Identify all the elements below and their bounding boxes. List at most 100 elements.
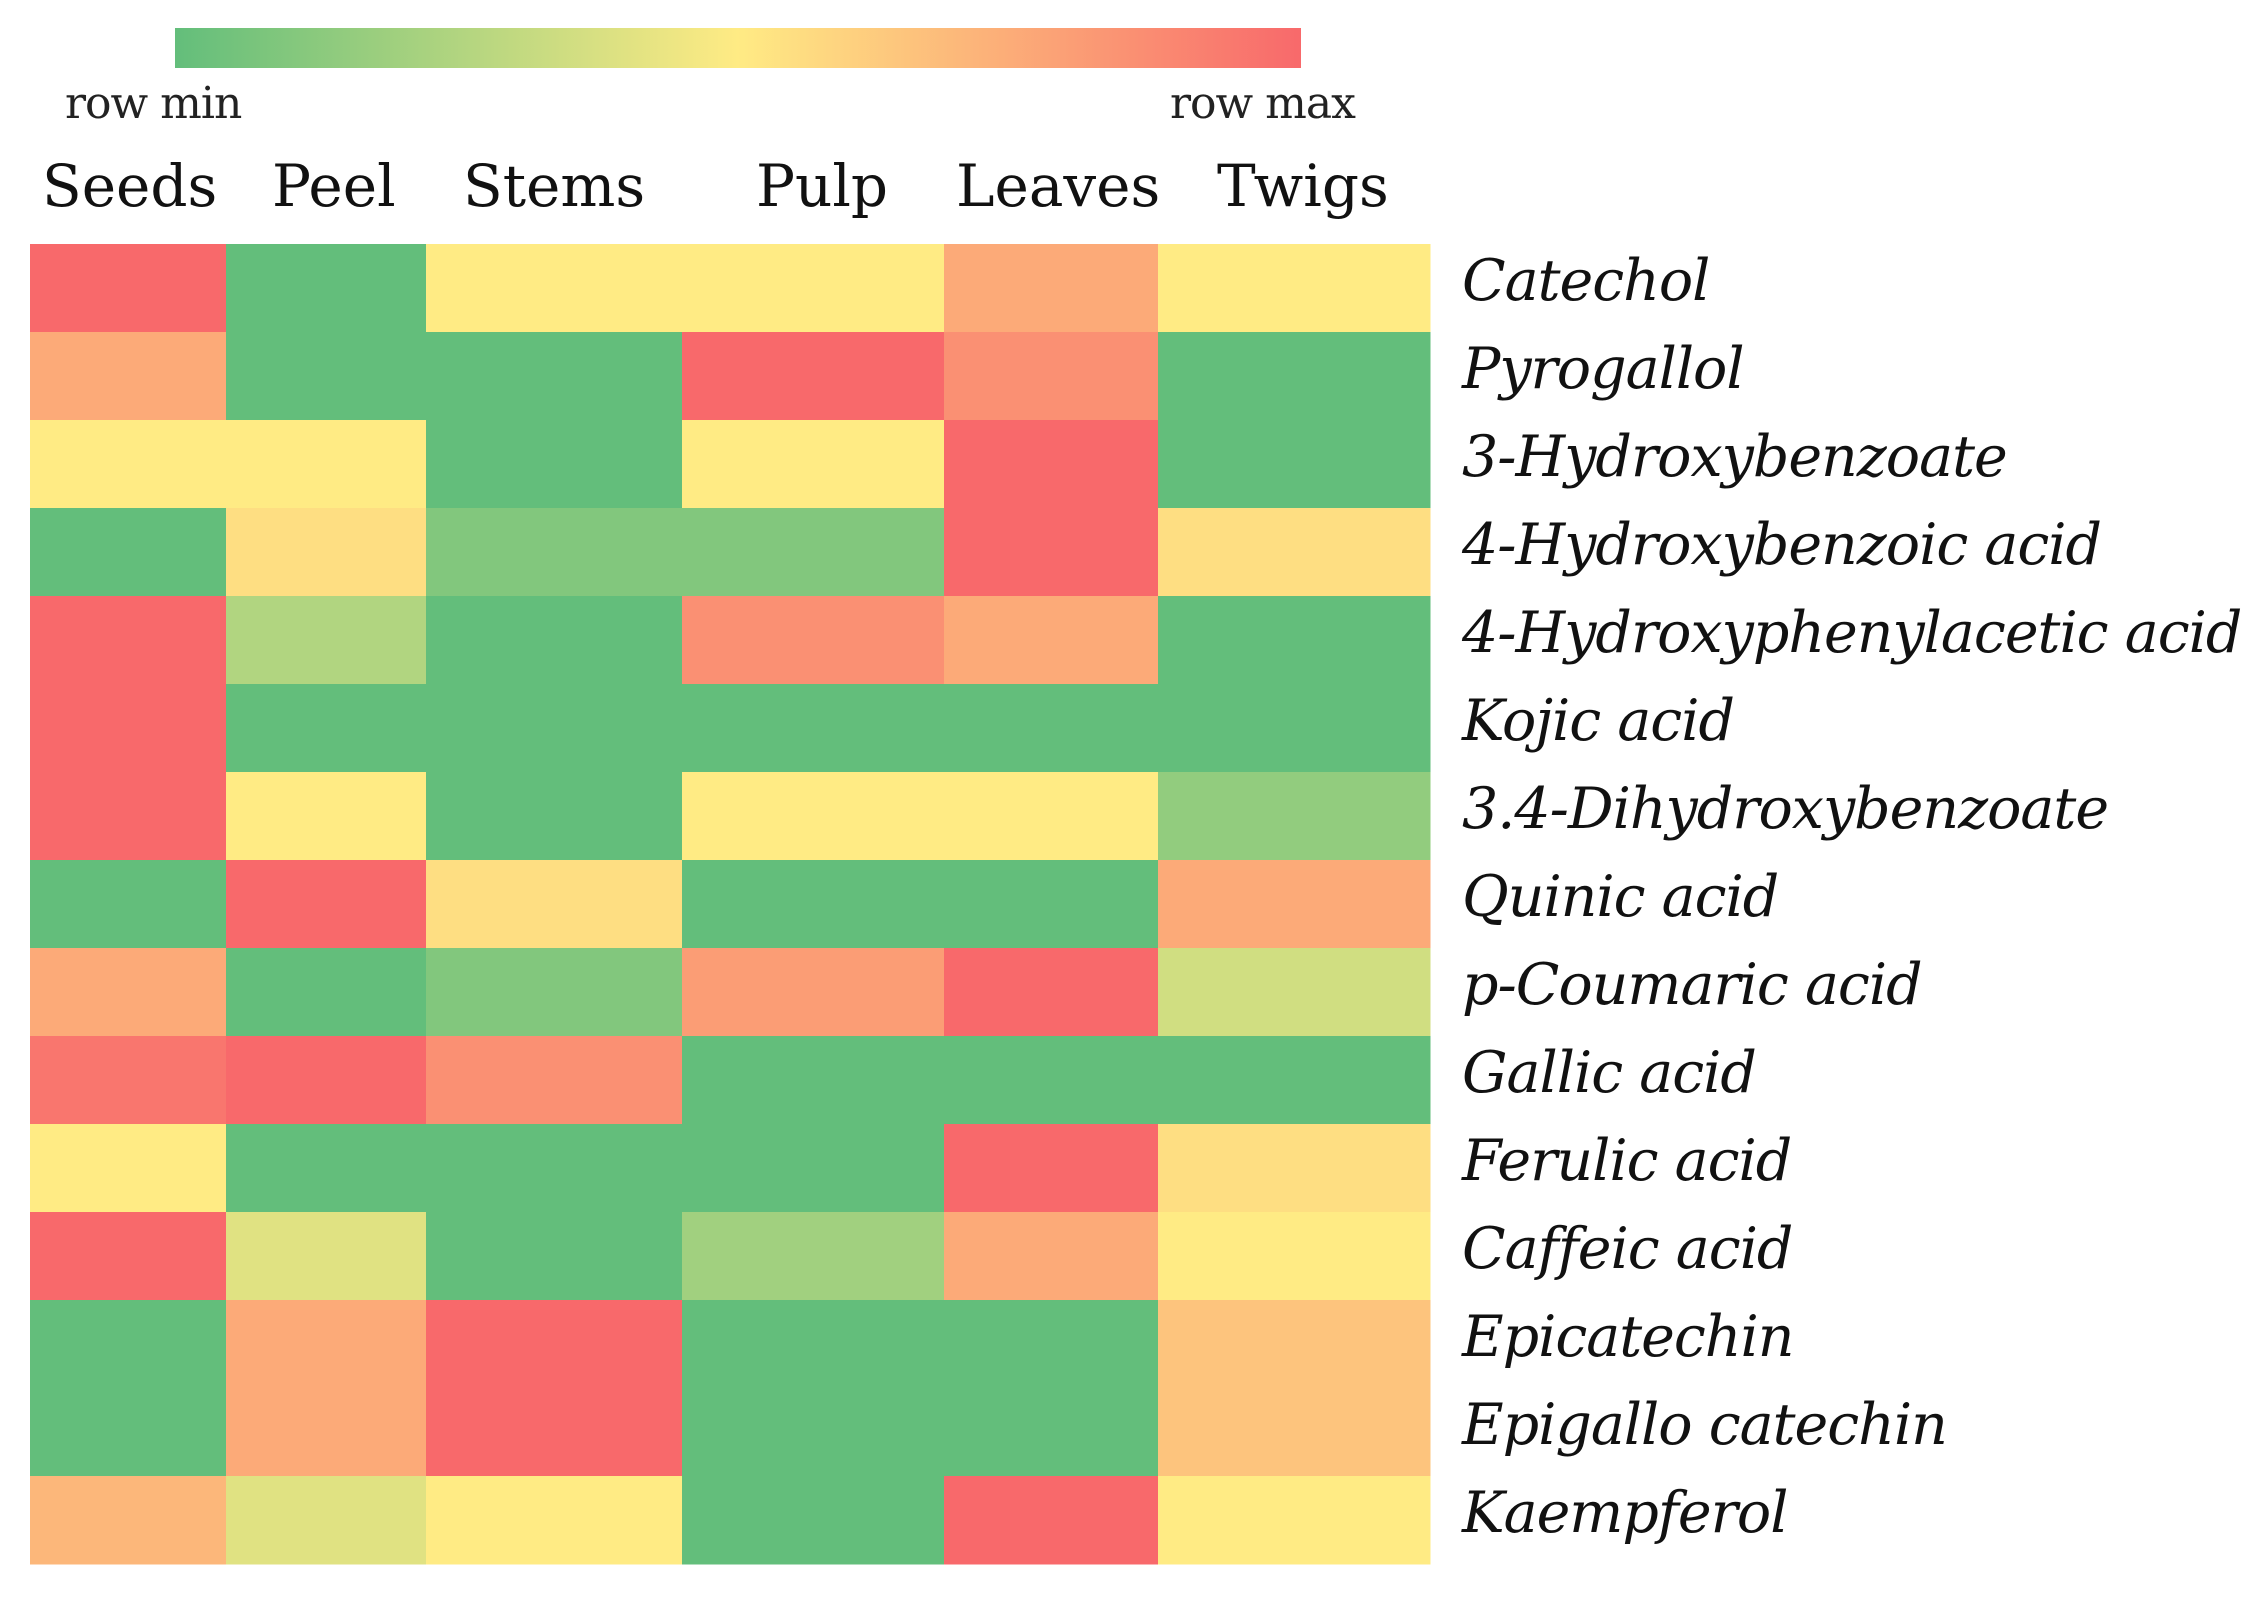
heatmap-cell: [226, 332, 427, 421]
heatmap-cell: [30, 508, 227, 597]
heatmap-cell: [682, 332, 945, 421]
heatmap-cell: [426, 1124, 683, 1213]
column-label-leaves: Leaves: [956, 152, 1161, 220]
heatmap-cell: [426, 1388, 683, 1477]
legend-max-label: row max: [1170, 78, 1356, 129]
heatmap-cell: [1158, 508, 1431, 597]
row-label: 4-Hydroxyphenylacetic acid: [1462, 600, 2242, 666]
heatmap-cell: [226, 1212, 427, 1301]
heatmap-cell: [682, 772, 945, 861]
heatmap-cell: [426, 244, 683, 333]
heatmap-cell: [226, 596, 427, 685]
row-label: Catechol: [1462, 248, 1710, 314]
heatmap-cell: [1158, 948, 1431, 1037]
row-label: Ferulic acid: [1462, 1128, 1792, 1194]
heatmap-cell: [30, 1036, 227, 1125]
heatmap-cell: [682, 860, 945, 949]
heatmap-cell: [1158, 1300, 1431, 1389]
heatmap-cell: [682, 1124, 945, 1213]
heatmap-cell: [226, 1300, 427, 1389]
heatmap-cell: [944, 596, 1159, 685]
heatmap-cell: [944, 1212, 1159, 1301]
row-label: p-Coumaric acid: [1462, 952, 1923, 1018]
heatmap-cell: [1158, 1212, 1431, 1301]
heatmap-cell: [944, 420, 1159, 509]
heatmap-cell: [1158, 1388, 1431, 1477]
heatmap-cell: [426, 1036, 683, 1125]
heatmap-cell: [944, 332, 1159, 421]
heatmap-cell: [1158, 1036, 1431, 1125]
heatmap-cell: [226, 420, 427, 509]
heatmap-cell: [226, 948, 427, 1037]
heatmap-cell: [944, 772, 1159, 861]
heatmap-cell: [30, 948, 227, 1037]
row-label: Caffeic acid: [1462, 1216, 1793, 1282]
legend-min-label: row min: [65, 78, 242, 129]
heatmap-cell: [30, 860, 227, 949]
heatmap-cell: [30, 420, 227, 509]
heatmap-cell: [30, 772, 227, 861]
heatmap-cell: [30, 596, 227, 685]
heatmap-cell: [682, 244, 945, 333]
heatmap-cell: [1158, 860, 1431, 949]
heatmap-cell: [426, 420, 683, 509]
heatmap-cell: [226, 1036, 427, 1125]
heatmap-cell: [226, 1388, 427, 1477]
heatmap-cell: [944, 1388, 1159, 1477]
row-label: 3-Hydroxybenzoate: [1462, 424, 2008, 490]
heatmap-cell: [944, 508, 1159, 597]
heatmap-cell: [944, 1036, 1159, 1125]
heatmap-cell: [1158, 596, 1431, 685]
heatmap-cell: [682, 1212, 945, 1301]
column-label-twigs: Twigs: [1217, 152, 1389, 220]
heatmap-cell: [30, 244, 227, 333]
column-label-seeds: Seeds: [42, 152, 218, 220]
heatmap-cell: [944, 244, 1159, 333]
heatmap-cell: [1158, 684, 1431, 773]
heatmap-cell: [226, 508, 427, 597]
heatmap-cell: [30, 1388, 227, 1477]
row-label: 3.4-Dihydroxybenzoate: [1462, 776, 2109, 842]
heatmap-cell: [944, 1300, 1159, 1389]
row-label: Epigallo catechin: [1462, 1392, 1948, 1458]
heatmap-cell: [1158, 1124, 1431, 1213]
heatmap-cell: [226, 772, 427, 861]
heatmap-cell: [682, 596, 945, 685]
heatmap-cell: [682, 1036, 945, 1125]
heatmap-cell: [426, 684, 683, 773]
heatmap-cell: [30, 1124, 227, 1213]
heatmap-cell: [226, 684, 427, 773]
heatmap-cell: [682, 508, 945, 597]
heatmap-cell: [426, 948, 683, 1037]
heatmap-cell: [426, 1476, 683, 1565]
heatmap-cell: [426, 332, 683, 421]
heatmap-cell: [1158, 420, 1431, 509]
row-label: Epicatechin: [1462, 1304, 1794, 1370]
heatmap-cell: [944, 1124, 1159, 1213]
heatmap-cell: [944, 860, 1159, 949]
heatmap-cell: [30, 332, 227, 421]
heatmap-cell: [1158, 244, 1431, 333]
heatmap-cell: [30, 1212, 227, 1301]
heatmap-cell: [944, 684, 1159, 773]
heatmap-cell: [1158, 772, 1431, 861]
heatmap-cell: [944, 948, 1159, 1037]
row-label: Kojic acid: [1462, 688, 1735, 754]
heatmap-cell: [426, 596, 683, 685]
row-label: Quinic acid: [1462, 864, 1779, 930]
heatmap-cell: [682, 1388, 945, 1477]
heatmap-cell: [30, 684, 227, 773]
heatmap-cell: [426, 508, 683, 597]
row-label: Kaempferol: [1462, 1480, 1788, 1546]
heatmap-cell: [944, 1476, 1159, 1565]
heatmap-cell: [1158, 332, 1431, 421]
heatmap-cell: [682, 1476, 945, 1565]
heatmap-cell: [30, 1300, 227, 1389]
heatmap-cell: [426, 860, 683, 949]
heatmap-cell: [682, 684, 945, 773]
heatmap-cell: [426, 772, 683, 861]
colorbar-gradient: [175, 28, 1301, 68]
row-label: 4-Hydroxybenzoic acid: [1462, 512, 2102, 578]
heatmap-cell: [682, 1300, 945, 1389]
